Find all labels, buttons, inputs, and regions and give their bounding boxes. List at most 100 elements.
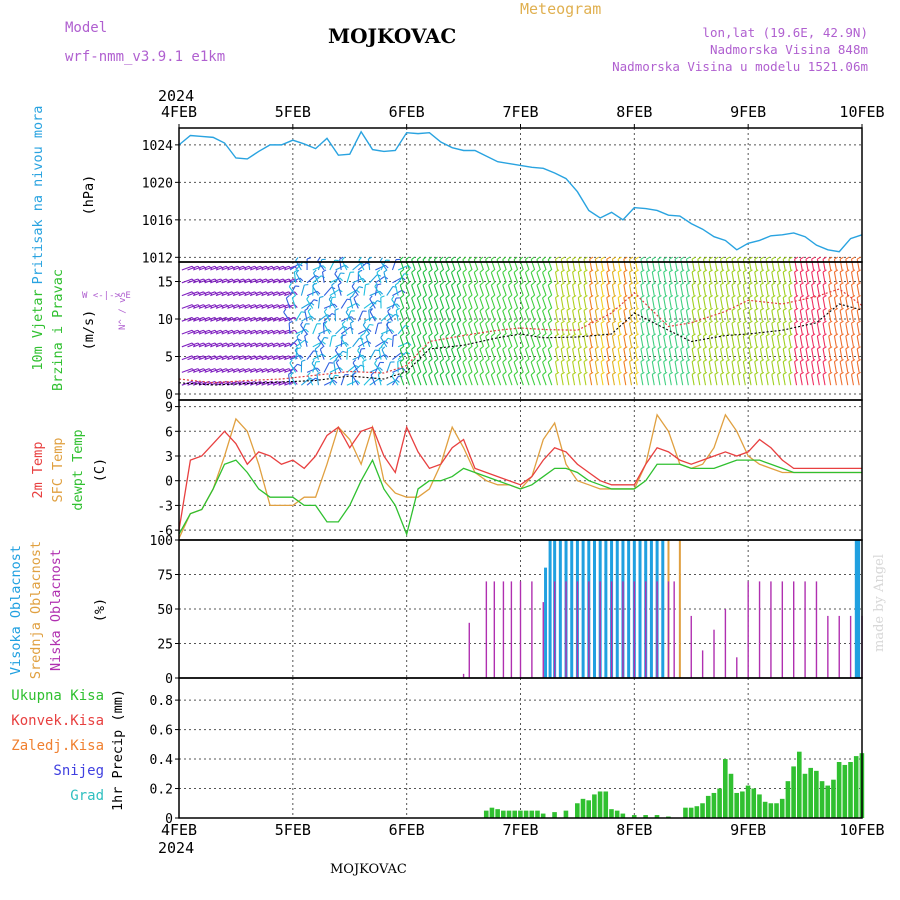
wind-barb-flag [462, 346, 467, 350]
wind-barb-flag [345, 308, 349, 313]
wind-barb-flag [422, 320, 427, 325]
wind-barb [611, 297, 615, 309]
wind-barb [232, 380, 244, 386]
wind-barb [657, 348, 661, 360]
wind-barb [328, 375, 336, 386]
wind-barb-flag [456, 256, 461, 261]
wind-barb [397, 325, 406, 335]
wind-barb [799, 361, 803, 373]
model-name: wrf-nmm_v3.9.1 e1km [65, 49, 226, 65]
wind-barb-flag [657, 346, 662, 350]
wind-barb [754, 271, 758, 283]
wind-barb-flag [439, 333, 444, 337]
wind-barb [346, 365, 356, 373]
wind-barb [600, 374, 604, 386]
wind-barb-flag [623, 282, 628, 286]
wind-barb [651, 271, 655, 283]
wind-barb-flag [669, 307, 674, 311]
wind-barb-flag [788, 269, 793, 273]
wind-barb-flag [451, 320, 455, 325]
wind-barb-flag [411, 256, 416, 261]
cloud-low-ylabel: Niska Oblacnost [48, 549, 64, 671]
wind-barb [765, 374, 769, 386]
wind-barb [289, 338, 299, 348]
wind-barb [845, 259, 849, 271]
wind-barb-flag [485, 333, 490, 337]
wind-barb-flag [496, 269, 501, 273]
wind-barb-flag [714, 346, 719, 350]
wind-barb [600, 271, 604, 283]
wind-barb [782, 259, 786, 271]
precip-bar [597, 791, 603, 818]
wind-barb-flag [583, 371, 588, 375]
wind-barb-flag [595, 269, 600, 273]
wind-barb [215, 291, 227, 297]
wind-barb [255, 278, 267, 284]
wind-barb-flag [771, 269, 776, 273]
wind-barb-flag [294, 329, 298, 334]
wind-barb [651, 310, 655, 322]
wind-barb [411, 285, 416, 296]
wind-barb-flag [646, 256, 651, 260]
wind-barb-flag [612, 371, 617, 375]
wind-barb [473, 374, 479, 386]
wind-barb-flag [680, 307, 685, 311]
y-tick-label: 0.4 [150, 753, 174, 768]
wind-barb-flag [451, 358, 455, 363]
wind-barb [462, 374, 467, 386]
compass-vertical-label: N^ / vS [118, 292, 128, 330]
wind-barb [646, 310, 650, 322]
wind-barb [542, 323, 547, 335]
wind-barb [589, 374, 593, 386]
wind-barb-flag [788, 333, 793, 337]
wind-barb-flag [445, 371, 450, 376]
wind-barb [714, 323, 718, 335]
wind-barb-flag [451, 371, 455, 376]
wind-barb [428, 349, 433, 360]
wind-barb-flag [341, 256, 346, 261]
wind-barb-flag [583, 346, 588, 350]
wind-barb-flag [294, 346, 298, 351]
wind-barb [794, 271, 798, 283]
wind-barb [267, 368, 278, 373]
wind-barb [606, 374, 610, 386]
wind-barb [776, 348, 781, 360]
wind-barb [490, 259, 496, 271]
wind-barb [362, 361, 365, 373]
wind-barb-flag [777, 359, 782, 363]
wind-barb [405, 361, 411, 373]
wind-barb-flag [731, 256, 736, 260]
wind-barb-flag [589, 371, 594, 375]
wind-barb [321, 271, 325, 283]
wind-barb [759, 271, 763, 283]
wind-barb-flag [851, 346, 856, 350]
wind-barb-flag [578, 295, 582, 299]
wind-barb-flag [468, 294, 472, 299]
precip-bar [592, 794, 597, 818]
wind-barb [697, 323, 701, 335]
precip-bar [711, 792, 717, 818]
wind-barb [221, 304, 233, 309]
wind-barb [392, 367, 403, 373]
wind-barb [204, 291, 216, 297]
precip-bar [751, 788, 757, 818]
wind-barb-flag [737, 307, 742, 311]
wind-barb [776, 335, 781, 347]
wind-barb-flag [606, 295, 611, 299]
wind-barb [547, 259, 553, 271]
wind-barb [479, 310, 485, 322]
wind-barb [720, 259, 724, 271]
wind-barb-flag [839, 256, 844, 260]
panel-frame-5 [178, 677, 863, 819]
wind-barb-flag [731, 371, 736, 375]
wind-barb-flag [572, 371, 577, 375]
wind-barb-flag [805, 307, 810, 311]
wind-barb-flag [572, 256, 577, 260]
wind-barb [405, 285, 411, 296]
wind-barb-flag [560, 333, 565, 337]
wind-barb [634, 361, 638, 373]
wind-barb-flag [828, 307, 833, 311]
wind-barb [496, 336, 502, 347]
wind-barb [363, 301, 374, 309]
wind-barb [284, 278, 295, 284]
